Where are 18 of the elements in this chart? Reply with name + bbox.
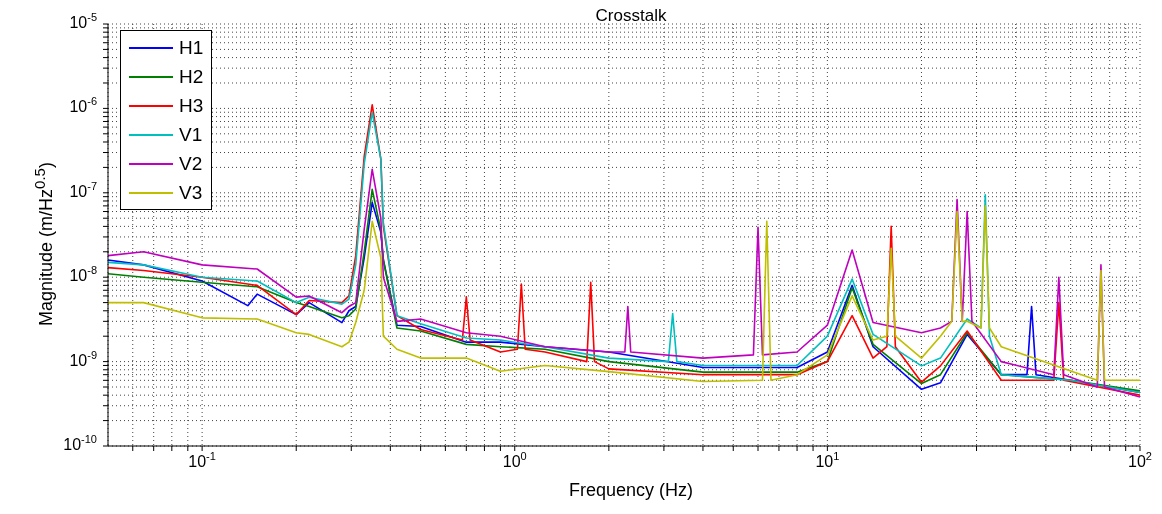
y-tick-label: 10$^{-7}$ bbox=[69, 179, 97, 201]
y-tick-label: 10$^{-5}$ bbox=[69, 10, 97, 32]
legend-label: H3 bbox=[179, 94, 204, 116]
chart-title: Crosstalk bbox=[594, 6, 668, 26]
legend-label: V1 bbox=[179, 123, 203, 145]
y-tick-label: 10$^{-9}$ bbox=[69, 348, 97, 369]
x-tick-label: 10$^{-1}$ bbox=[188, 449, 216, 471]
x-tick-label: 10$^{0}$ bbox=[502, 449, 527, 471]
y-tick-label: 10$^{-6}$ bbox=[69, 95, 97, 116]
legend-label: H2 bbox=[179, 65, 204, 87]
legend-label: V2 bbox=[179, 152, 203, 174]
x-tick-label: 10$^{1}$ bbox=[815, 449, 840, 471]
x-tick-label: 10$^{2}$ bbox=[1128, 449, 1152, 471]
y-tick-label: 10$^{-10}$ bbox=[63, 432, 97, 454]
legend-label: H1 bbox=[179, 36, 204, 58]
x-axis-title: Frequency (Hz) bbox=[568, 480, 694, 501]
y-tick-label: 10$^{-8}$ bbox=[69, 264, 97, 285]
legend-label: V3 bbox=[179, 181, 203, 203]
